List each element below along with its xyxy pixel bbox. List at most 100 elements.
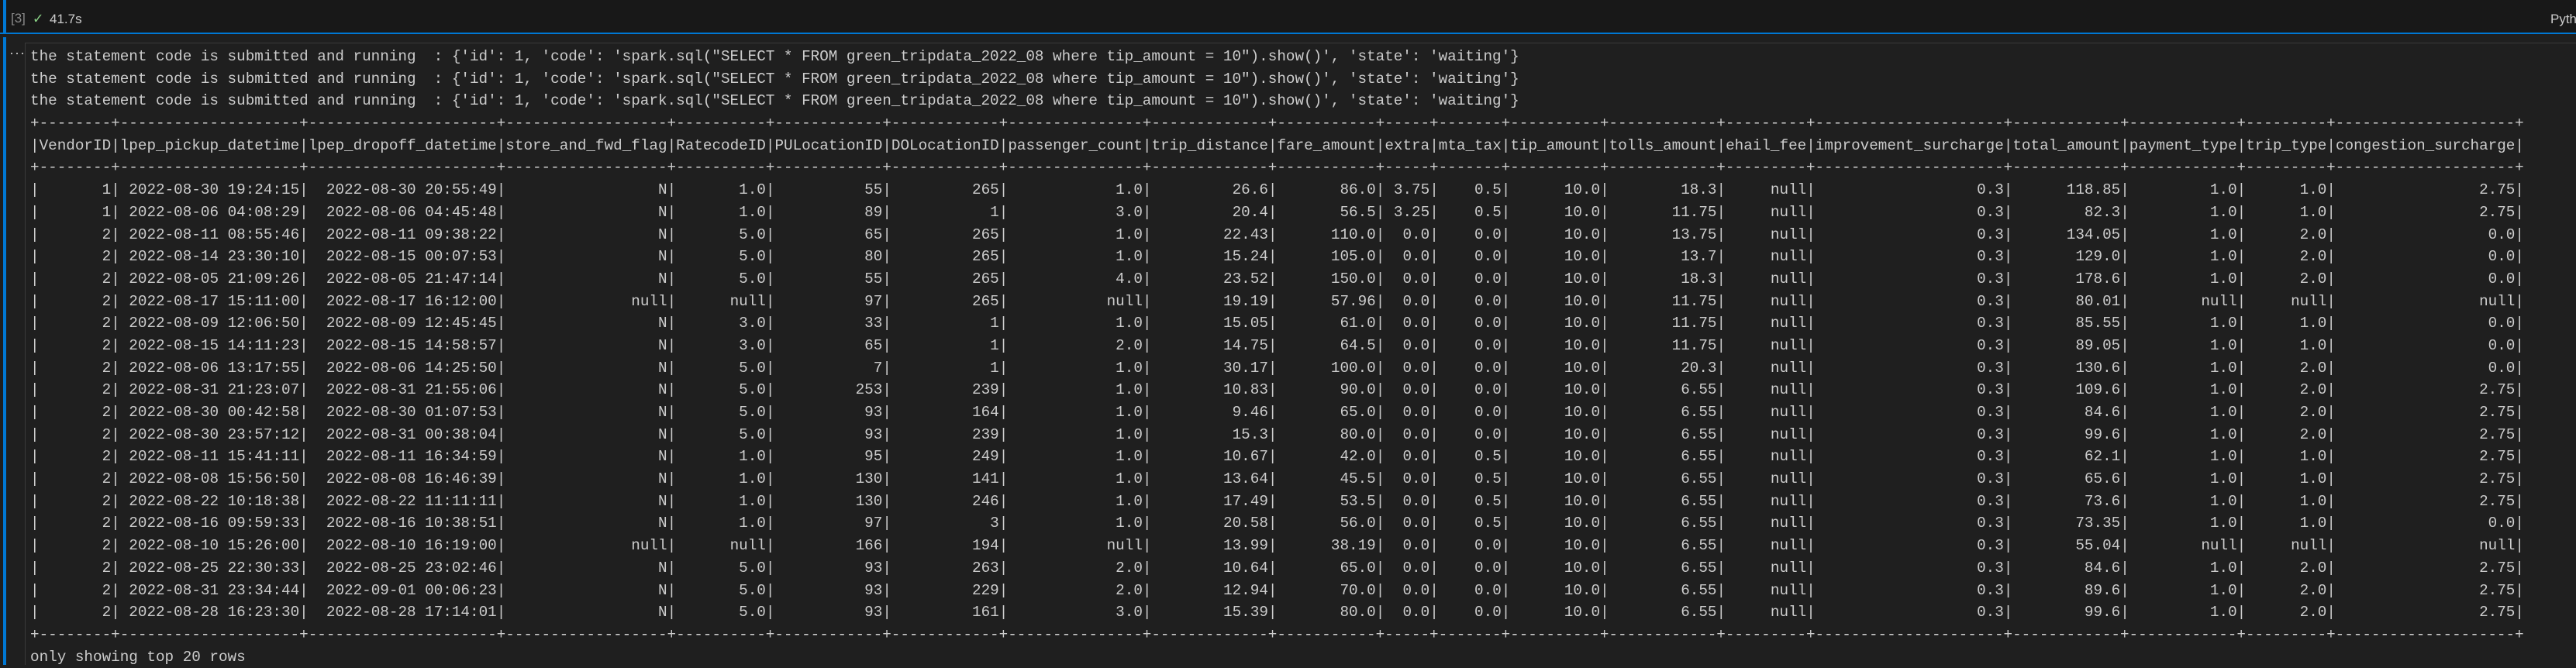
table-cell: 23.52 (1151, 270, 1268, 288)
table-cell: 15.05 (1151, 315, 1268, 332)
table-cell: 100.0 (1277, 359, 1376, 377)
table-cell: 10.0 (1510, 359, 1601, 377)
table-cell: 11.75 (1609, 203, 1717, 221)
table-cell: null (1726, 492, 1807, 510)
table-cell: 1.0 (1008, 248, 1143, 266)
table-cell: 6.55 (1609, 470, 1717, 488)
table-cell: 1.0 (2246, 315, 2327, 332)
table-cell: 0.0 (2335, 248, 2516, 266)
table-row: | 1| 2022-08-06 04:08:29| 2022-08-06 04:… (30, 203, 2524, 221)
table-cell: 253 (774, 381, 883, 399)
table-cell: null (2335, 537, 2516, 555)
column-header: DOLocationID (891, 136, 999, 154)
column-header: tolls_amount (1609, 136, 1717, 154)
table-cell: 1.0 (2129, 203, 2237, 221)
table-cell: 3.0 (676, 336, 766, 354)
table-cell: null (1008, 292, 1143, 310)
table-cell: 0.5 (1438, 515, 1502, 532)
table-cell: null (2246, 537, 2327, 555)
table-cell: 0.0 (1385, 425, 1430, 443)
table-cell: 10.64 (1151, 559, 1268, 577)
table-cell: null (1726, 559, 1807, 577)
table-cell: 0.3 (1815, 181, 2004, 199)
table-cell: 1.0 (2129, 559, 2237, 577)
table-cell: 0.0 (1385, 492, 1430, 510)
table-cell: 1 (891, 203, 999, 221)
table-cell: 10.0 (1510, 492, 1601, 510)
table-cell: 2 (39, 248, 112, 266)
column-header: store_and_fwd_flag (505, 136, 667, 154)
table-cell: 2022-08-30 19:24:15 (119, 181, 300, 199)
table-cell: 5.0 (676, 359, 766, 377)
table-cell: 1.0 (676, 203, 766, 221)
table-cell: 1.0 (2129, 448, 2237, 466)
table-cell: 0.0 (2335, 336, 2516, 354)
table-cell: 6.55 (1609, 559, 1717, 577)
table-cell: 6.55 (1609, 492, 1717, 510)
table-cell: 0.0 (1438, 381, 1502, 399)
table-cell: 30.17 (1151, 359, 1268, 377)
table-cell: 2.75 (2335, 381, 2516, 399)
table-row: | 2| 2022-08-16 09:59:33| 2022-08-16 10:… (30, 515, 2524, 532)
table-cell: 2022-08-11 09:38:22 (308, 226, 497, 243)
table-cell: null (2335, 292, 2516, 310)
table-cell: 10.0 (1510, 404, 1601, 421)
table-cell: 129.0 (2012, 248, 2121, 266)
table-cell: 2022-08-31 00:38:04 (308, 425, 497, 443)
table-cell: 10.0 (1510, 181, 1601, 199)
table-row: | 2| 2022-08-09 12:06:50| 2022-08-09 12:… (30, 315, 2524, 332)
table-cell: null (676, 292, 766, 310)
table-cell: 89 (774, 203, 883, 221)
table-cell: null (1726, 404, 1807, 421)
table-cell: 6.55 (1609, 515, 1717, 532)
kernel-label[interactable]: Python (2550, 12, 2576, 26)
table-cell: 2 (39, 404, 112, 421)
ellipsis-icon[interactable]: ··· (9, 45, 26, 60)
table-cell: N (505, 336, 667, 354)
table-cell: 18.3 (1609, 181, 1717, 199)
table-cell: 10.0 (1510, 270, 1601, 288)
statement-line: the statement code is submitted and runn… (30, 70, 1519, 88)
table-cell: 5.0 (676, 381, 766, 399)
table-cell: 6.55 (1609, 381, 1717, 399)
table-cell: 5.0 (676, 404, 766, 421)
table-cell: 0.3 (1815, 248, 2004, 266)
table-cell: 2022-08-09 12:06:50 (119, 315, 300, 332)
table-cell: null (505, 292, 667, 310)
table-cell: 110.0 (1277, 226, 1376, 243)
table-cell: 0.3 (1815, 559, 2004, 577)
table-cell: 0.0 (1438, 537, 1502, 555)
table-cell: null (1726, 359, 1807, 377)
table-cell: 0.3 (1815, 203, 2004, 221)
column-header: trip_distance (1151, 136, 1268, 154)
table-cell: 3.0 (676, 315, 766, 332)
table-cell: 118.85 (2012, 181, 2121, 199)
table-row: | 2| 2022-08-17 15:11:00| 2022-08-17 16:… (30, 292, 2524, 310)
table-cell: 3.0 (1008, 203, 1143, 221)
table-cell: 0.0 (1385, 226, 1430, 243)
table-cell: 1.0 (2129, 492, 2237, 510)
table-cell: 5.0 (676, 248, 766, 266)
table-cell: 0.3 (1815, 270, 2004, 288)
table-cell: 80 (774, 248, 883, 266)
table-cell: 1.0 (2129, 581, 2237, 599)
table-cell: 0.0 (1385, 515, 1430, 532)
table-cell: 1.0 (2129, 181, 2237, 199)
table-cell: 265 (891, 181, 999, 199)
table-cell: 1.0 (1008, 492, 1143, 510)
column-header: extra (1385, 136, 1430, 154)
table-cell: 62.1 (2012, 448, 2121, 466)
statement-line: the statement code is submitted and runn… (30, 48, 1519, 65)
column-header: PULocationID (774, 136, 883, 154)
table-cell: 2022-08-05 21:09:26 (119, 270, 300, 288)
table-cell: 2022-08-06 04:45:48 (308, 203, 497, 221)
table-cell: 2022-08-22 11:11:11 (308, 492, 497, 510)
table-cell: null (1726, 248, 1807, 266)
table-cell: 1.0 (1008, 515, 1143, 532)
table-cell: 56.0 (1277, 515, 1376, 532)
table-cell: 10.0 (1510, 581, 1601, 599)
table-cell: 0.0 (1385, 537, 1430, 555)
table-cell: null (2246, 292, 2327, 310)
table-cell: 55.04 (2012, 537, 2121, 555)
table-cell: 10.0 (1510, 336, 1601, 354)
